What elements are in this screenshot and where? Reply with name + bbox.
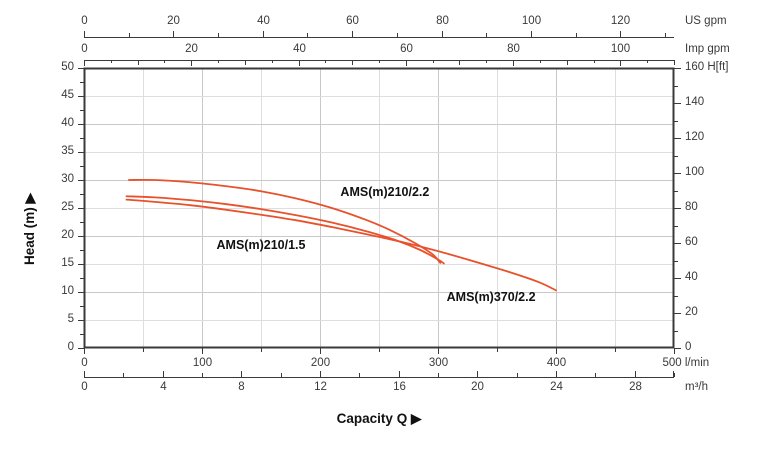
- tick-label-m3h-8: 8: [238, 381, 245, 393]
- tick-label-usgpm-100: 100: [521, 15, 542, 27]
- tick-label-head-15: 15: [61, 256, 74, 269]
- tick-label-m3h-28: 28: [629, 381, 642, 393]
- tick-label-head-50: 50: [61, 60, 74, 73]
- unit-label-m3h: m³/h: [685, 381, 708, 393]
- tick-label-lpm-300: 300: [428, 357, 449, 369]
- tick-label-lpm-500: 500 l/min: [662, 357, 710, 369]
- tick-label-usgpm-60: 60: [346, 15, 359, 27]
- curve-label-1: AMS(m)210/1.5: [216, 238, 306, 253]
- unit-label-us-gpm: US gpm: [685, 15, 727, 27]
- tick-label-usgpm-0: 0: [81, 15, 88, 27]
- tick-label-ft-140: 140: [685, 95, 705, 108]
- curve-1: [125, 195, 445, 265]
- tick-label-ft-20: 20: [685, 305, 698, 318]
- tick-label-head-0: 0: [67, 340, 74, 353]
- tick-label-head-45: 45: [61, 88, 74, 101]
- tick-label-head-35: 35: [61, 144, 74, 157]
- yaxis-title-head: Head (m) ▶: [22, 193, 37, 265]
- tick-label-ft-40: 40: [685, 270, 698, 283]
- plot-frame: [83, 67, 675, 349]
- tick-label-impgpm-60: 60: [400, 43, 413, 55]
- tick-label-lpm-200: 200: [310, 357, 331, 369]
- tick-label-ft-60: 60: [685, 235, 698, 248]
- tick-label-impgpm-20: 20: [185, 43, 198, 55]
- tick-label-ft-120: 120: [685, 130, 705, 143]
- tick-label-m3h-0: 0: [81, 381, 88, 393]
- curve-0: [127, 178, 442, 264]
- curve-label-0: AMS(m)210/2.2: [340, 185, 430, 200]
- tick-label-head-30: 30: [61, 172, 74, 185]
- tick-label-lpm-400: 400: [546, 357, 567, 369]
- tick-label-impgpm-0: 0: [81, 43, 88, 55]
- tick-label-lpm-100: 100: [192, 357, 213, 369]
- tick-label-usgpm-40: 40: [257, 15, 270, 27]
- curve-2: [125, 198, 557, 292]
- tick-label-usgpm-80: 80: [436, 15, 449, 27]
- tick-label-lpm-0: 0: [81, 357, 88, 369]
- tick-label-head-25: 25: [61, 200, 74, 213]
- tick-label-impgpm-80: 80: [507, 43, 520, 55]
- tick-label-ft-80: 80: [685, 200, 698, 213]
- tick-label-head-10: 10: [61, 284, 74, 297]
- tick-label-impgpm-40: 40: [293, 43, 306, 55]
- tick-label-usgpm-20: 20: [167, 15, 180, 27]
- tick-label-m3h-4: 4: [160, 381, 167, 393]
- tick-label-ft-160: 160 H[ft]: [685, 60, 729, 73]
- tick-label-m3h-16: 16: [393, 381, 406, 393]
- unit-label-imp-gpm: Imp gpm: [685, 43, 730, 55]
- tick-label-m3h-24: 24: [550, 381, 563, 393]
- curve-label-2: AMS(m)370/2.2: [446, 290, 536, 305]
- tick-label-impgpm-100: 100: [610, 43, 631, 55]
- xaxis-title-capacity: Capacity Q ▶: [336, 411, 422, 426]
- tick-label-ft-0: 0: [685, 340, 692, 353]
- tick-label-head-20: 20: [61, 228, 74, 241]
- tick-label-m3h-12: 12: [314, 381, 327, 393]
- tick-label-head-5: 5: [67, 312, 74, 325]
- tick-label-m3h-20: 20: [471, 381, 484, 393]
- tick-label-usgpm-120: 120: [610, 15, 631, 27]
- tick-label-ft-100: 100: [685, 165, 705, 178]
- tick-label-head-40: 40: [61, 116, 74, 129]
